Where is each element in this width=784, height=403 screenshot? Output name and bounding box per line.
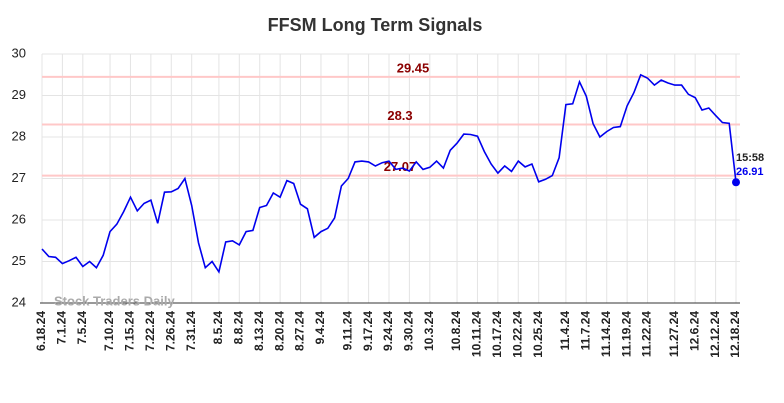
x-tick-label: 9.17.24 — [361, 311, 375, 351]
y-tick-label: 25 — [12, 253, 26, 268]
x-tick-label: 8.13.24 — [252, 311, 266, 351]
x-tick-label: 10.17.24 — [490, 311, 504, 358]
x-tick-label: 11.7.24 — [578, 311, 592, 351]
x-tick-label: 9.11.24 — [340, 311, 354, 351]
y-tick-label: 29 — [12, 87, 26, 102]
y-tick-label: 30 — [12, 45, 26, 60]
x-tick-label: 8.5.24 — [211, 311, 225, 345]
x-tick-label: 11.19.24 — [619, 311, 633, 357]
x-tick-label: 7.15.24 — [123, 311, 137, 351]
y-tick-label: 28 — [12, 128, 26, 143]
x-tick-label: 6.18.24 — [34, 311, 48, 351]
chart-title: FFSM Long Term Signals — [268, 15, 483, 35]
x-tick-label: 10.3.24 — [422, 311, 436, 351]
x-tick-label: 8.27.24 — [293, 311, 307, 351]
x-tick-label: 7.1.24 — [55, 311, 69, 345]
x-tick-label: 11.4.24 — [558, 311, 572, 351]
last-value: 26.91 — [736, 166, 764, 178]
x-tick-label: 10.8.24 — [449, 311, 463, 351]
x-tick-label: 7.31.24 — [184, 311, 198, 351]
x-tick-label: 7.26.24 — [163, 311, 177, 351]
y-tick-label: 27 — [12, 170, 26, 185]
x-tick-label: 10.22.24 — [510, 311, 524, 358]
x-tick-label: 9.4.24 — [313, 311, 327, 345]
x-tick-label: 12.12.24 — [708, 311, 722, 358]
signal-label: 29.45 — [397, 60, 430, 75]
x-tick-label: 9.30.24 — [402, 311, 416, 351]
last-point — [732, 178, 740, 187]
x-tick-label: 7.10.24 — [102, 311, 116, 351]
x-tick-label: 11.27.24 — [667, 311, 681, 357]
price-line — [41, 73, 737, 274]
x-tick-label: 10.11.24 — [470, 311, 484, 357]
x-tick-label: 11.22.24 — [640, 311, 654, 357]
x-tick-label: 12.6.24 — [687, 311, 701, 351]
x-tick-label: 8.8.24 — [231, 311, 245, 345]
signal-label: 28.3 — [387, 108, 412, 123]
x-tick-label: 7.22.24 — [143, 311, 157, 351]
x-tick-label: 9.24.24 — [381, 311, 395, 351]
x-tick-label: 8.20.24 — [272, 311, 286, 351]
x-tick-label: 7.5.24 — [75, 311, 89, 345]
last-time: 15:58 — [736, 152, 764, 164]
x-tick-label: 12.18.24 — [728, 311, 742, 358]
x-tick-label: 10.25.24 — [531, 311, 545, 358]
watermark: Stock Traders Daily — [54, 293, 175, 308]
y-tick-label: 26 — [12, 211, 26, 226]
y-tick-label: 24 — [12, 294, 26, 309]
x-tick-label: 11.14.24 — [599, 311, 613, 357]
